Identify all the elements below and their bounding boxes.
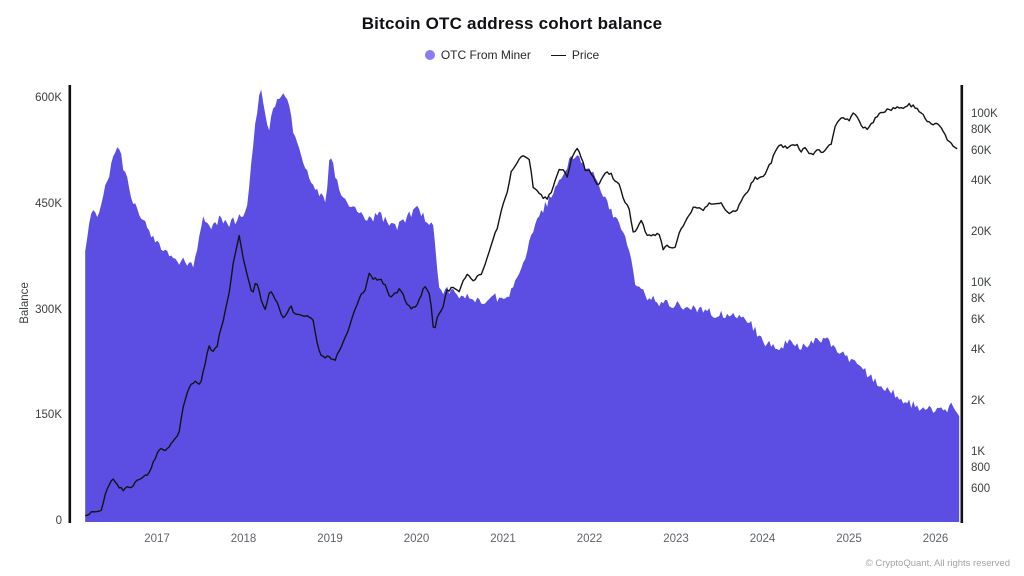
legend-label-price: Price — [571, 48, 600, 62]
legend-label-otc: OTC From Miner — [440, 48, 531, 62]
price-line — [85, 102, 958, 517]
legend-item-otc-from-miner[interactable]: OTC From Miner — [424, 48, 531, 62]
chart-title: Bitcoin OTC address cohort balance — [361, 14, 663, 33]
price-series-line-icon — [550, 54, 566, 56]
otc-balance-area — [85, 89, 960, 522]
legend-item-price[interactable]: Price — [550, 48, 600, 62]
chart-legend: OTC From Miner Price — [0, 48, 1024, 62]
copyright-note: © CryptoQuant. All rights reserved — [865, 558, 1010, 569]
left-axis-line — [68, 85, 72, 523]
right-axis-line — [960, 85, 964, 523]
otc-series-dot-icon — [424, 50, 435, 60]
